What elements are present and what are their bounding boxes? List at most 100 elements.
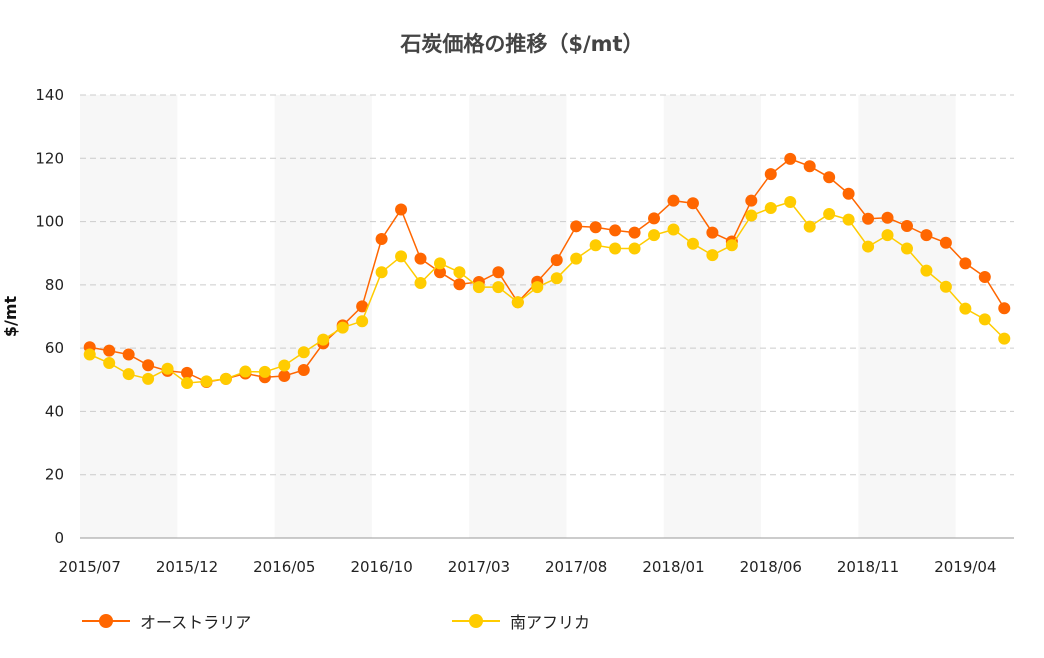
data-point[interactable] [764, 168, 777, 181]
data-point[interactable] [511, 296, 524, 309]
data-point[interactable] [628, 242, 641, 255]
data-point[interactable] [297, 363, 310, 376]
data-point[interactable] [706, 226, 719, 239]
data-point[interactable] [395, 203, 408, 216]
data-point[interactable] [745, 194, 758, 207]
data-point[interactable] [609, 224, 622, 237]
data-point[interactable] [278, 369, 291, 382]
series-south-africa [83, 195, 1011, 389]
data-point[interactable] [414, 276, 427, 289]
data-point[interactable] [686, 237, 699, 250]
data-point[interactable] [648, 212, 661, 225]
data-point[interactable] [550, 254, 563, 267]
data-point[interactable] [200, 375, 213, 388]
data-point[interactable] [317, 333, 330, 346]
data-point[interactable] [920, 264, 933, 277]
y-tick-label: 80 [45, 276, 64, 294]
data-point[interactable] [492, 281, 505, 294]
data-point[interactable] [998, 332, 1011, 345]
data-point[interactable] [239, 365, 252, 378]
data-point[interactable] [356, 315, 369, 328]
data-point[interactable] [881, 211, 894, 224]
data-point[interactable] [842, 213, 855, 226]
data-point[interactable] [939, 280, 952, 293]
data-point[interactable] [706, 249, 719, 262]
data-point[interactable] [161, 362, 174, 375]
data-point[interactable] [648, 229, 661, 242]
legend-item-australia[interactable]: オーストラリア [82, 608, 251, 634]
data-point[interactable] [589, 239, 602, 252]
data-point[interactable] [531, 281, 544, 294]
data-point[interactable] [570, 252, 583, 265]
legend-marker-icon [82, 614, 130, 628]
data-point[interactable] [803, 160, 816, 173]
data-point[interactable] [959, 302, 972, 315]
data-point[interactable] [725, 239, 738, 252]
data-point[interactable] [122, 348, 135, 361]
line-chart: 0 20 40 60 80 100 120 140 2015/07 2015/12 2016/05… [1, 86, 1014, 576]
y-tick-label: 20 [45, 466, 64, 484]
data-point[interactable] [142, 372, 155, 385]
data-point[interactable] [472, 281, 485, 294]
data-point[interactable] [83, 348, 96, 361]
data-point[interactable] [414, 252, 427, 265]
data-point[interactable] [862, 240, 875, 253]
x-tick-label: 2015/12 [156, 558, 218, 576]
data-point[interactable] [881, 229, 894, 242]
x-tick-label: 2016/10 [350, 558, 412, 576]
data-point[interactable] [939, 236, 952, 249]
x-axis-ticks: 2015/07 2015/12 2016/05 2016/10 2017/03 2017/… [59, 558, 997, 576]
data-point[interactable] [900, 242, 913, 255]
legend-item-south-africa[interactable]: 南アフリカ [452, 608, 590, 634]
data-point[interactable] [336, 321, 349, 334]
data-point[interactable] [784, 195, 797, 208]
plot-band [663, 95, 762, 538]
data-point[interactable] [978, 270, 991, 283]
data-point[interactable] [998, 302, 1011, 315]
alternating-bands [80, 95, 956, 538]
data-point[interactable] [453, 278, 466, 291]
data-point[interactable] [297, 346, 310, 359]
data-point[interactable] [258, 365, 271, 378]
data-point[interactable] [823, 207, 836, 220]
data-point[interactable] [375, 266, 388, 279]
x-tick-label: 2018/11 [837, 558, 899, 576]
data-point[interactable] [278, 359, 291, 372]
data-point[interactable] [550, 272, 563, 285]
data-point[interactable] [764, 201, 777, 214]
legend-marker-icon [452, 614, 500, 628]
data-point[interactable] [181, 366, 194, 379]
data-point[interactable] [433, 266, 446, 279]
data-point[interactable] [959, 257, 972, 270]
data-point[interactable] [375, 232, 388, 245]
data-point[interactable] [219, 372, 232, 385]
data-point[interactable] [122, 368, 135, 381]
data-point[interactable] [667, 194, 680, 207]
data-point[interactable] [784, 152, 797, 165]
data-point[interactable] [453, 266, 466, 279]
data-point[interactable] [103, 357, 116, 370]
data-point[interactable] [492, 266, 505, 279]
data-point[interactable] [823, 171, 836, 184]
data-point[interactable] [181, 376, 194, 389]
data-point[interactable] [609, 242, 622, 255]
plot-band [469, 95, 567, 538]
data-point[interactable] [978, 313, 991, 326]
data-point[interactable] [628, 226, 641, 239]
data-point[interactable] [745, 209, 758, 222]
data-point[interactable] [920, 229, 933, 242]
data-point[interactable] [395, 250, 408, 263]
plot-band [858, 95, 956, 538]
data-point[interactable] [142, 359, 155, 372]
data-point[interactable] [589, 221, 602, 234]
data-point[interactable] [103, 344, 116, 357]
data-point[interactable] [900, 220, 913, 233]
data-point[interactable] [433, 257, 446, 270]
data-point[interactable] [356, 300, 369, 313]
data-point[interactable] [570, 220, 583, 233]
data-point[interactable] [803, 220, 816, 233]
data-point[interactable] [686, 197, 699, 210]
data-point[interactable] [667, 223, 680, 236]
data-point[interactable] [842, 187, 855, 200]
data-point[interactable] [862, 212, 875, 225]
